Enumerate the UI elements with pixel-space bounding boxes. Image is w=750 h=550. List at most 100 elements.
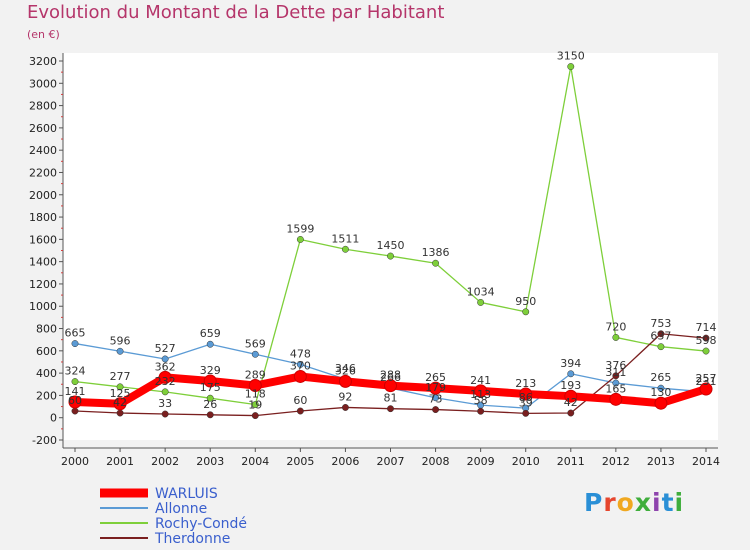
data-label: 266 bbox=[380, 371, 401, 384]
data-label: 179 bbox=[425, 381, 446, 394]
data-point bbox=[71, 407, 79, 415]
x-tick-label: 2005 bbox=[286, 455, 314, 468]
data-label: 257 bbox=[696, 372, 717, 385]
data-point bbox=[71, 378, 79, 386]
x-tick-label: 2009 bbox=[467, 455, 495, 468]
y-tick-label: 2800 bbox=[29, 100, 57, 113]
data-point bbox=[341, 404, 349, 411]
data-point bbox=[248, 378, 262, 392]
data-point bbox=[657, 330, 665, 338]
legend-label: Allonne bbox=[155, 501, 207, 517]
data-label: 60 bbox=[293, 394, 307, 407]
proxiti-logo: Proxiti bbox=[584, 488, 684, 517]
data-point bbox=[206, 411, 214, 419]
logo-letter: i bbox=[652, 488, 662, 517]
data-label: 1034 bbox=[467, 285, 495, 298]
data-label: 39 bbox=[519, 396, 533, 409]
data-label: 193 bbox=[560, 379, 581, 392]
y-tick-label: 2000 bbox=[29, 189, 57, 202]
data-label: 665 bbox=[65, 327, 86, 340]
data-point bbox=[567, 63, 575, 71]
logo-letter: o bbox=[616, 488, 635, 517]
x-tick-label: 2006 bbox=[331, 455, 359, 468]
chart-title: Evolution du Montant de la Dette par Hab… bbox=[27, 2, 445, 23]
logo-letter: P bbox=[584, 488, 604, 517]
data-label: 42 bbox=[113, 396, 127, 409]
data-label: 58 bbox=[474, 394, 488, 407]
data-label: 1511 bbox=[331, 232, 359, 245]
data-label: 346 bbox=[335, 362, 356, 375]
data-point bbox=[387, 252, 394, 260]
data-label: 3150 bbox=[557, 50, 585, 63]
data-label: 311 bbox=[605, 366, 626, 379]
data-point bbox=[116, 347, 124, 355]
chart-subtitle: (en €) bbox=[27, 28, 60, 41]
data-point bbox=[477, 407, 485, 415]
data-label: 376 bbox=[605, 359, 626, 372]
x-tick-label: 2000 bbox=[61, 455, 89, 468]
y-tick-label: 3200 bbox=[29, 55, 57, 68]
data-label: 753 bbox=[650, 317, 671, 330]
data-label: 265 bbox=[650, 371, 671, 384]
data-point bbox=[657, 384, 665, 392]
data-point bbox=[296, 360, 304, 368]
data-label: 326 bbox=[335, 364, 356, 377]
data-label: 569 bbox=[245, 337, 266, 350]
y-tick-label: 1200 bbox=[29, 278, 57, 291]
data-point bbox=[387, 405, 394, 413]
data-point bbox=[338, 374, 352, 388]
data-point bbox=[519, 387, 533, 401]
data-label: 60 bbox=[68, 394, 82, 407]
data-label: 478 bbox=[290, 347, 311, 360]
data-point bbox=[567, 370, 575, 378]
data-point bbox=[68, 395, 82, 409]
data-label: 362 bbox=[155, 360, 176, 373]
x-tick-label: 2012 bbox=[602, 455, 630, 468]
x-tick-label: 2013 bbox=[647, 455, 675, 468]
x-tick-label: 2002 bbox=[151, 455, 179, 468]
data-label: 324 bbox=[65, 365, 86, 378]
data-point bbox=[341, 245, 349, 253]
data-point bbox=[384, 379, 397, 393]
data-point bbox=[71, 340, 79, 348]
x-tick-label: 2010 bbox=[512, 455, 540, 468]
data-label: 329 bbox=[200, 364, 221, 377]
data-label: 950 bbox=[515, 295, 536, 308]
data-label: 659 bbox=[200, 327, 221, 340]
x-tick-label: 2007 bbox=[377, 455, 405, 468]
x-tick-label: 2001 bbox=[106, 455, 134, 468]
y-tick-label: 1800 bbox=[29, 211, 57, 224]
y-tick-label: 1600 bbox=[29, 233, 57, 246]
data-point bbox=[429, 381, 443, 395]
y-tick-label: 2600 bbox=[29, 122, 57, 135]
data-label: 241 bbox=[470, 374, 491, 387]
data-point bbox=[522, 308, 530, 316]
logo-letter: r bbox=[603, 488, 617, 517]
data-label: 265 bbox=[425, 371, 446, 384]
data-label: 598 bbox=[696, 334, 717, 347]
x-tick-label: 2004 bbox=[241, 455, 269, 468]
data-label: 1386 bbox=[422, 246, 450, 259]
data-point bbox=[296, 236, 304, 243]
data-label: 26 bbox=[203, 398, 217, 411]
data-label: 1599 bbox=[286, 222, 314, 235]
data-point bbox=[699, 382, 713, 396]
data-label: 1450 bbox=[377, 239, 405, 252]
data-point bbox=[206, 340, 214, 348]
data-point bbox=[609, 392, 623, 406]
logo-letter: t bbox=[661, 488, 675, 517]
data-point bbox=[113, 397, 127, 411]
data-point bbox=[564, 389, 578, 403]
y-tick-label: 3000 bbox=[29, 77, 57, 90]
x-tick-label: 2003 bbox=[196, 455, 224, 468]
data-point bbox=[654, 396, 668, 410]
y-tick-label: 200 bbox=[36, 389, 57, 402]
data-label: 73 bbox=[429, 393, 443, 406]
data-label: 720 bbox=[605, 320, 626, 333]
data-point bbox=[116, 383, 124, 391]
data-point bbox=[161, 355, 169, 363]
data-label: 81 bbox=[384, 392, 398, 405]
data-label: 714 bbox=[696, 321, 717, 334]
data-point bbox=[477, 298, 485, 306]
